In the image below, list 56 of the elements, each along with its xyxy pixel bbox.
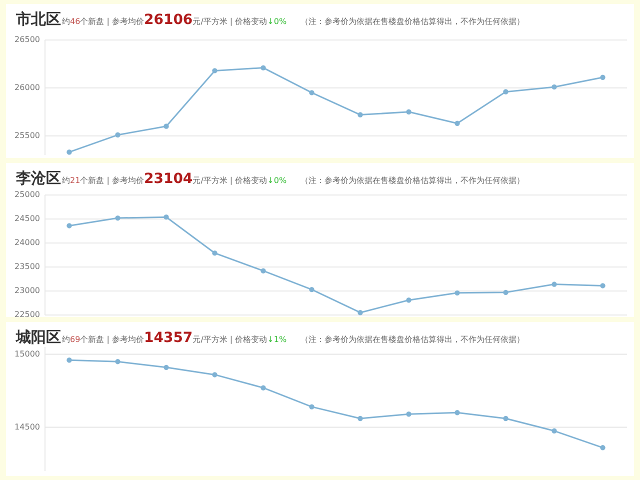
point (66, 150, 72, 155)
chart-title: 城阳区 (15, 328, 61, 346)
text: （注：参考价为依据在售楼盘价格估算得出，不作为任何依据） (300, 176, 525, 185)
point (115, 215, 120, 221)
point (115, 132, 120, 138)
point (164, 364, 169, 370)
point (454, 410, 460, 416)
point (66, 358, 72, 363)
y-tick-label: 24500 (14, 214, 40, 224)
y-tick-label: 24000 (14, 238, 40, 248)
point (406, 412, 412, 417)
y-tick-label: 23500 (14, 262, 40, 272)
point (503, 416, 508, 422)
point (600, 74, 606, 80)
text: 约46个新盘 | 参考均价26106元/平方米 | 价格变动↓0% (62, 12, 287, 28)
point (552, 428, 557, 434)
chart-title: 李沧区 (15, 169, 61, 187)
point (454, 290, 460, 296)
y-tick-label: 26500 (14, 35, 40, 44)
point (260, 385, 266, 390)
point (358, 112, 363, 118)
point (406, 298, 412, 303)
chart-title: 市北区 (15, 10, 61, 28)
point (212, 372, 218, 378)
y-tick-label: 26000 (14, 83, 40, 92)
point (212, 68, 218, 74)
point (503, 290, 508, 296)
point (454, 120, 460, 126)
point (164, 124, 169, 129)
point (358, 416, 363, 422)
text: （注：参考价为依据在售楼盘价格估算得出，不作为任何依据） (300, 17, 525, 26)
point (406, 109, 412, 114)
y-tick-label: 22500 (14, 310, 40, 320)
point (164, 214, 169, 220)
y-tick-label: 25500 (14, 131, 40, 140)
point (552, 282, 557, 287)
point (66, 223, 72, 228)
point (309, 286, 314, 292)
point (358, 310, 363, 316)
y-tick-label: 14500 (14, 422, 40, 432)
point (115, 358, 120, 364)
y-tick-label: 23000 (14, 286, 40, 296)
point (600, 445, 606, 450)
text: （注：参考价为依据在售楼盘价格估算得出，不作为任何依据） (300, 335, 525, 344)
point (600, 283, 606, 288)
point (503, 89, 508, 94)
y-tick-label: 15000 (14, 349, 40, 358)
text: 约69个新盘 | 参考均价14357元/平方米 | 价格变动↓1% (62, 330, 287, 346)
point (309, 404, 314, 410)
point (260, 268, 266, 274)
point (260, 65, 266, 70)
text: 约21个新盘 | 参考均价23104元/平方米 | 价格变动↓0% (62, 171, 287, 187)
y-tick-label: 25000 (14, 190, 40, 200)
point (552, 84, 557, 90)
point (212, 250, 218, 256)
point (309, 90, 314, 96)
